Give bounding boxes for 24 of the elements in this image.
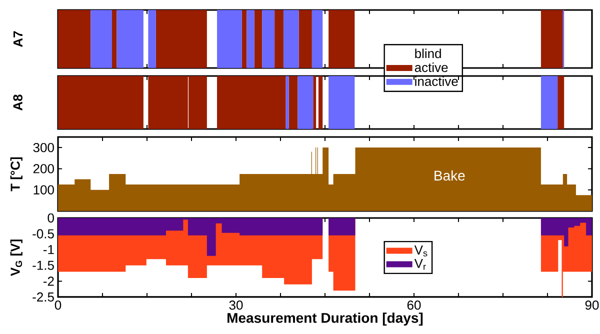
y-axis-title: V$_{G}$ [V] — [10, 240, 22, 276]
legend-label: V$_{s}$ — [414, 246, 428, 256]
legend-title: blind — [415, 48, 441, 58]
series-label: active — [414, 62, 448, 72]
y-axis-title: A7 — [14, 31, 22, 47]
annotation: Bake — [434, 170, 465, 181]
y-tick-label: -2 — [43, 276, 54, 286]
x-tick-label: 30 — [229, 300, 243, 310]
y-tick-label: -1.5 — [32, 260, 54, 270]
x-tick-label: 90 — [585, 300, 599, 310]
y-tick-label: 0 — [48, 213, 54, 223]
y-tick-label: 100 — [34, 185, 54, 194]
y-tick-label: -0.5 — [32, 229, 54, 238]
y-axis-title: A8 — [13, 94, 22, 110]
y-axis-title: T [°C] — [10, 157, 22, 192]
y-tick-label: 200 — [33, 164, 54, 174]
x-tick-label: 60 — [407, 300, 421, 310]
legend-label: inactive — [415, 76, 458, 86]
x-tick-label: 0 — [54, 300, 62, 310]
x-axis-title: Measurement Duration [days] — [228, 312, 423, 326]
y-tick-label: -1 — [43, 245, 54, 254]
y-tick-label: -2.5 — [32, 292, 54, 302]
y-tick-label: 300 — [33, 142, 54, 152]
legend-label: V$_{r}$ — [414, 258, 426, 270]
